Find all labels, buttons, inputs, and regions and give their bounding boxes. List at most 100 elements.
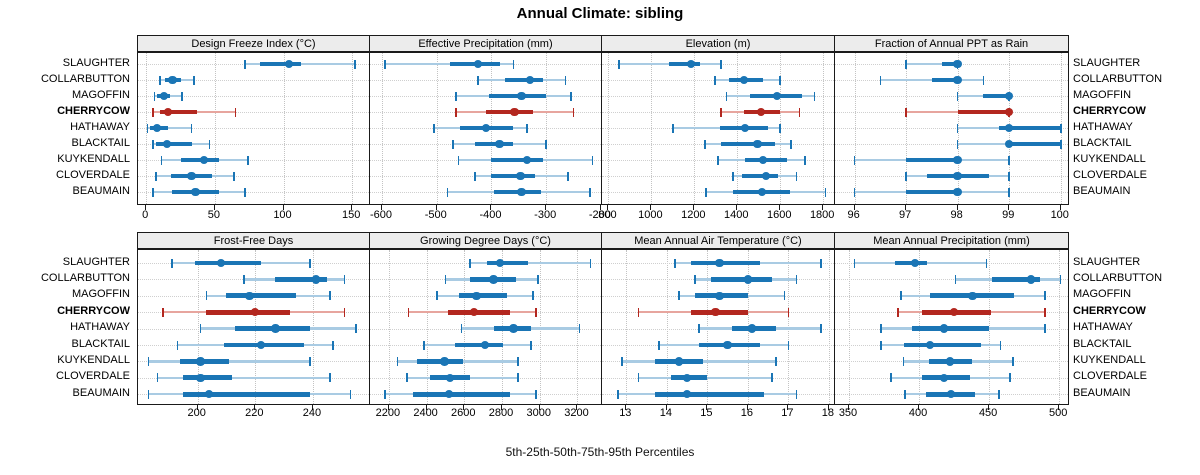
percentile-cap-95th <box>517 356 519 366</box>
percentile-cap-95th <box>354 59 356 69</box>
row-label-right-beaumain: BEAUMAIN <box>1073 184 1131 197</box>
percentile-cap-5th <box>159 75 161 85</box>
percentile-cap-5th <box>657 340 660 350</box>
panel-elevation-m <box>601 52 835 205</box>
percentile-bar-25-75 <box>912 326 990 331</box>
gridline-vertical <box>666 250 668 404</box>
x-axis-tick-label: 3200 <box>564 407 589 419</box>
median-dot <box>953 155 962 165</box>
median-dot <box>472 291 481 300</box>
percentile-cap-5th <box>153 91 156 101</box>
percentile-cap-95th <box>332 340 334 350</box>
x-axis-tick <box>425 405 427 410</box>
x-axis-tick-label: 96 <box>847 209 860 221</box>
percentile-cap-95th <box>1008 155 1010 165</box>
gridline-horizontal <box>138 112 369 113</box>
x-axis-tick <box>213 205 215 210</box>
percentile-cap-95th <box>1059 123 1062 133</box>
gridline-vertical <box>426 250 428 404</box>
percentile-cap-5th <box>720 107 722 117</box>
percentile-cap-5th <box>156 373 159 383</box>
row-label-right-cherrycow: CHERRYCOW <box>1073 304 1146 317</box>
percentile-cap-5th <box>637 307 640 317</box>
x-axis-tick <box>599 205 601 210</box>
median-dot <box>953 59 962 69</box>
percentile-bar-25-75 <box>194 260 262 266</box>
x-axis-tick <box>787 405 789 410</box>
percentile-cap-5th <box>905 171 907 181</box>
median-dot <box>196 357 205 366</box>
gridline-horizontal <box>138 144 369 145</box>
percentile-cap-95th <box>329 373 332 383</box>
percentile-bar-25-75 <box>942 61 958 67</box>
x-axis-tick-label: -400 <box>479 209 502 221</box>
row-label-left-kuykendall: KUYKENDALL <box>57 152 130 165</box>
x-axis-tick-label: 350 <box>838 407 858 419</box>
row-label-left-cloverdale: CLOVERDALE <box>56 168 130 181</box>
percentile-cap-95th <box>1044 324 1046 334</box>
gridline-horizontal <box>602 96 834 97</box>
percentile-cap-5th <box>152 139 154 149</box>
percentile-bar-25-75 <box>505 77 544 83</box>
percentile-cap-95th <box>779 123 782 133</box>
row-label-left-cherrycow: CHERRYCOW <box>57 304 130 317</box>
percentile-cap-5th <box>698 324 701 334</box>
row-label-left-slaughter: SLAUGHTER <box>62 56 130 69</box>
x-axis-tick-label: 1800 <box>809 209 835 221</box>
percentile-bar-25-75 <box>206 309 290 315</box>
row-label-left-collarbutton: COLLARBUTTON <box>40 271 130 284</box>
median-dot <box>747 324 757 333</box>
median-dot <box>926 340 935 350</box>
median-dot <box>723 340 732 350</box>
percentile-bar-25-75 <box>991 277 1040 282</box>
x-axis-tick <box>435 205 437 210</box>
percentile-bar-25-75 <box>183 375 233 381</box>
gridline-vertical <box>539 250 541 404</box>
gridline-vertical <box>1059 250 1061 404</box>
median-dot <box>674 357 684 366</box>
x-axis-tick-label: 220 <box>245 407 264 419</box>
x-axis-tick-label: -200 <box>588 209 611 221</box>
percentile-cap-95th <box>795 389 798 399</box>
percentile-cap-5th <box>452 139 454 149</box>
percentile-cap-95th <box>824 187 827 197</box>
percentile-cap-95th <box>1008 187 1010 197</box>
percentile-cap-95th <box>532 291 534 301</box>
percentile-bar-25-75 <box>275 277 328 282</box>
x-axis-tick-label: 2400 <box>413 407 438 419</box>
median-dot <box>481 123 491 133</box>
percentile-cap-5th <box>621 356 624 366</box>
percentile-cap-95th <box>343 307 346 317</box>
percentile-cap-5th <box>956 139 959 149</box>
x-axis-tick <box>848 405 849 410</box>
percentile-range-5-95 <box>469 261 591 265</box>
x-axis-tick-label: 14 <box>659 407 672 419</box>
row-label-left-blacktail: BLACKTAIL <box>71 337 131 350</box>
percentile-cap-95th <box>787 340 790 350</box>
row-label-right-slaughter: SLAUGHTER <box>1073 56 1141 69</box>
median-dot <box>469 308 478 317</box>
x-axis-tick <box>746 405 748 410</box>
percentile-cap-95th <box>193 75 196 85</box>
x-axis-tick <box>956 205 958 210</box>
gridline-vertical <box>626 250 628 404</box>
x-axis-tick-label: 3000 <box>526 407 551 419</box>
x-axis-tick <box>381 205 383 210</box>
x-axis-tick <box>853 205 855 210</box>
percentile-cap-5th <box>446 187 449 197</box>
median-dot <box>522 155 532 165</box>
percentile-cap-95th <box>343 274 346 284</box>
percentile-cap-95th <box>526 123 528 133</box>
percentile-cap-95th <box>804 155 806 165</box>
percentile-cap-5th <box>433 123 435 133</box>
percentile-cap-95th <box>1009 373 1011 383</box>
percentile-bar-25-75 <box>668 61 700 67</box>
panel-frost-free-days <box>137 249 370 405</box>
percentile-range-5-95 <box>147 126 192 130</box>
percentile-range-5-95 <box>957 94 1010 98</box>
panel-strip-design-freeze-index-c: Design Freeze Index (°C) <box>137 35 370 52</box>
percentile-cap-5th <box>853 187 856 197</box>
median-dot <box>516 171 525 181</box>
x-axis-tick <box>1008 205 1010 210</box>
gridline-horizontal <box>138 80 369 81</box>
